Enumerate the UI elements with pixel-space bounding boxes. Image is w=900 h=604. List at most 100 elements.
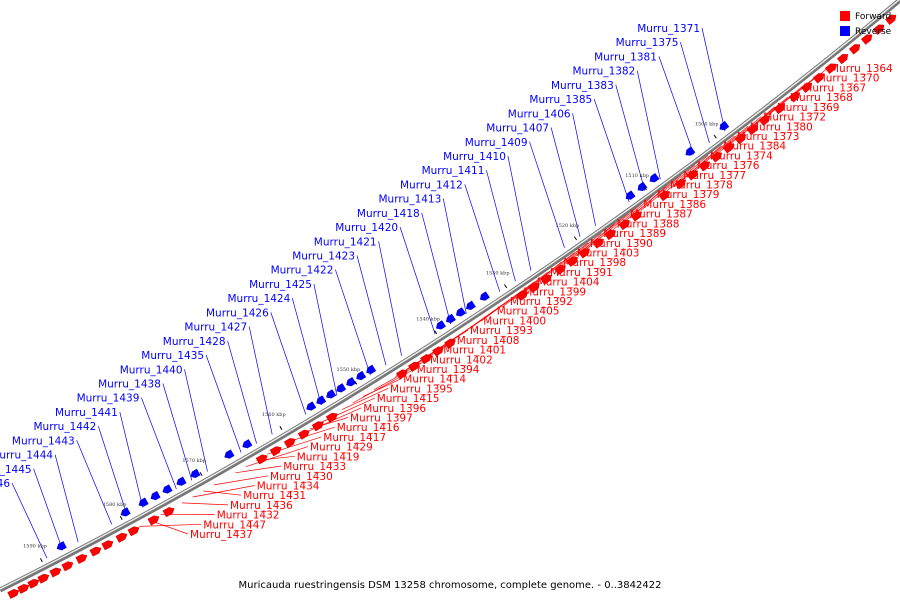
reverse-gene-label: Murru_1411 [422, 165, 485, 177]
legend-reverse-swatch [840, 26, 850, 36]
reverse-gene-label: Murru_1385 [529, 94, 592, 106]
reverse-gene-label: Murru_1412 [400, 179, 463, 191]
reverse-gene-arrow [456, 308, 465, 317]
gene-label-line [314, 284, 337, 396]
reverse-gene-label: Murru_1439 [77, 393, 140, 405]
forward-gene-arrow [38, 574, 49, 583]
gene-label-line [55, 455, 78, 542]
reverse-gene-label: Murru_1418 [357, 208, 420, 220]
scale-tick-mark [504, 285, 506, 288]
forward-gene-arrow [312, 422, 323, 432]
reverse-gene-label: Murru_1425 [249, 279, 312, 291]
scale-tick-label: 1510 kbp [625, 173, 649, 179]
forward-gene-arrow [849, 44, 860, 54]
forward-gene-arrow [284, 438, 295, 448]
legend: Forward Reverse [840, 11, 892, 37]
scale-tick-mark [574, 237, 576, 240]
reverse-gene-arrow [446, 314, 456, 323]
scale-tick-label: 1520 kbp [556, 223, 580, 229]
scale-tick-mark [40, 558, 42, 562]
legend-reverse-label: Reverse [855, 27, 892, 37]
reverse-gene-label: Murru_1406 [508, 108, 571, 120]
reverse-gene-label: Murru_1426 [206, 307, 269, 319]
reverse-gene-label: Murru_1441 [55, 407, 118, 419]
reverse-gene-arrow [121, 508, 131, 517]
reverse-gene-arrow [650, 173, 659, 182]
reverse-gene-label: Murru_1410 [443, 151, 506, 163]
forward-gene-arrow [148, 516, 159, 526]
chromosome-backbone-highlight [0, 0, 900, 589]
reverse-gene-arrow [243, 439, 253, 448]
scale-tick-mark [200, 472, 202, 476]
reverse-gene-arrow [317, 396, 327, 405]
reverse-gene-label: Murru_1424 [228, 293, 291, 305]
forward-gene-label: Murru_1437 [190, 529, 253, 541]
scale-tick-label: 1560 kbp [262, 412, 286, 418]
forward-gene-arrow [76, 554, 87, 563]
gene-label-line [249, 327, 272, 435]
gene-label-line [34, 469, 63, 550]
reverse-gene-label: Murru_1420 [335, 222, 398, 234]
gene-label-line [185, 369, 208, 471]
gene-label-line [292, 298, 321, 405]
reverse-gene-label: Murru_1375 [616, 37, 679, 49]
reverse-gene-arrow [57, 541, 67, 550]
reverse-gene-label: Murru_1409 [465, 137, 528, 149]
gene-label-line [702, 28, 725, 131]
forward-gene-arrow [128, 527, 139, 536]
reverse-gene-label: Murru_1444 [0, 450, 53, 462]
reverse-gene-arrow [346, 377, 356, 386]
reverse-gene-label: Murru_1421 [314, 236, 377, 248]
gene-label-line [139, 524, 201, 526]
scale-tick-label: 1530 kbp [486, 271, 510, 277]
reverse-gene-label: Murru_1422 [271, 265, 334, 277]
forward-gene-arrow [62, 562, 73, 571]
scale-tick-label: 1500 kbp [695, 121, 719, 127]
forward-gene-arrow [28, 579, 39, 588]
scale-tick-mark [120, 516, 122, 520]
reverse-gene-arrow [626, 191, 635, 200]
reverse-gene-arrow [336, 383, 346, 392]
reverse-gene-arrow [163, 485, 173, 494]
gene-label-lines [12, 28, 828, 558]
scale-tick-mark [714, 135, 716, 138]
figure-caption: Muricauda ruestringensis DSM 13258 chrom… [239, 580, 662, 591]
reverse-gene-label: Murru_1413 [379, 194, 442, 206]
reverse-gene-label: Murru_1381 [594, 51, 657, 63]
forward-gene-arrow [270, 447, 281, 457]
scale-tick-mark [280, 426, 282, 430]
forward-gene-arrow [116, 533, 127, 543]
forward-gene-arrow [163, 507, 174, 517]
gene-label-line [228, 341, 257, 444]
reverse-gene-arrow [366, 365, 376, 374]
reverse-gene-arrow [307, 402, 317, 411]
forward-gene-arrow [8, 589, 19, 598]
chromosome-backbone [0, 0, 900, 590]
forward-gene-arrow [102, 541, 113, 551]
gene-label-line [120, 412, 143, 508]
reverse-gene-label: Murru_1442 [34, 421, 97, 433]
legend-forward-label: Forward [855, 12, 891, 22]
reverse-gene-arrow [139, 498, 149, 507]
scale-tick-label: 1570 kbp [182, 458, 206, 464]
gene-label-line [443, 199, 466, 314]
gene-label-line [637, 71, 660, 180]
reverse-gene-label: Murru_1427 [184, 322, 247, 334]
forward-gene-arrow [90, 547, 101, 556]
reverse-gene-label: Murru_1428 [163, 336, 226, 348]
forward-gene-arrow [18, 584, 29, 593]
reverse-gene-label: Murru_1371 [637, 23, 700, 35]
forward-gene-arrow [50, 568, 61, 577]
reverse-gene-arrow [480, 292, 489, 301]
reverse-gene-label: Murru_1423 [292, 251, 355, 263]
scale-tick-label: 1590 kbp [23, 544, 47, 550]
scale-tick-label: 1580 kbp [103, 502, 127, 508]
reverse-gene-label: Murru_1383 [551, 80, 614, 92]
reverse-gene-label: Murru_1445 [0, 464, 32, 476]
reverse-gene-arrow [151, 491, 161, 500]
reverse-gene-label: Murru_1407 [486, 123, 549, 135]
scale-tick-label: 1540 kbp [416, 317, 440, 323]
gene-label-line [379, 241, 402, 355]
legend-forward-swatch [840, 11, 850, 21]
